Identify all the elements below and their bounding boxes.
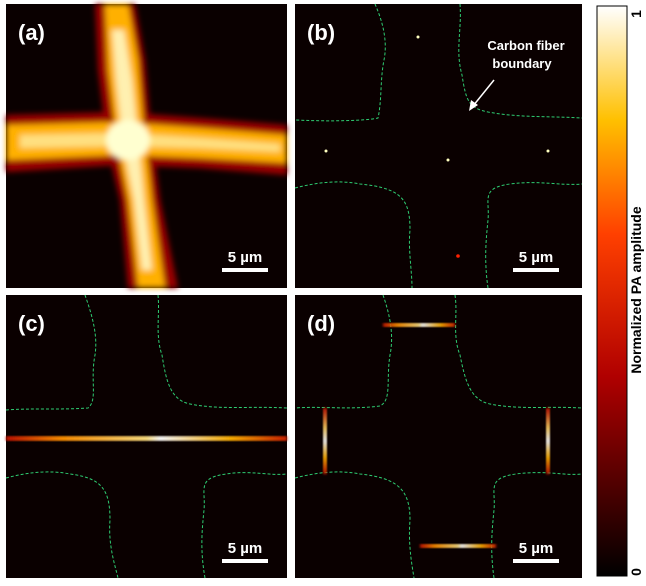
panel-b-point-sources <box>324 35 550 258</box>
colorbar-gradient <box>596 5 628 577</box>
panel-b-annotation-line2: boundary <box>492 56 552 71</box>
panel-c-horizontal-line-source <box>6 436 287 441</box>
point-source <box>446 158 450 162</box>
colorbar-max-label: 1 <box>628 10 644 18</box>
panel-c: (c) 5 µm <box>5 294 288 579</box>
point-source <box>416 35 420 39</box>
annotation-arrow-head <box>469 100 478 111</box>
panel-c-boundary <box>5 294 288 579</box>
annotation-arrow-line <box>472 79 495 107</box>
point-source <box>324 149 328 153</box>
colorbar: 1 0 Normalized PA amplitude <box>596 5 644 577</box>
panel-d-background <box>295 295 582 578</box>
panel-a-cross-image <box>6 4 287 288</box>
panel-d-line-source-left <box>323 408 327 474</box>
panel-d-line-source-top <box>383 323 455 327</box>
panel-c-label: (c) <box>18 311 45 336</box>
panel-b-scalebar <box>513 268 559 272</box>
panel-a-scalebar-label: 5 µm <box>228 249 263 266</box>
panel-c-scalebar <box>222 559 268 563</box>
panel-c-scalebar-label: 5 µm <box>228 540 263 557</box>
colorbar-min-label: 0 <box>628 568 644 576</box>
panel-a-label: (a) <box>18 20 45 45</box>
colorbar-title: Normalized PA amplitude <box>628 206 644 373</box>
panel-d: (d) 5 µm <box>294 294 583 579</box>
point-source <box>456 254 460 258</box>
panel-b-background <box>295 4 582 288</box>
panel-a: (a) 5 µm <box>6 4 287 288</box>
panel-b: Carbon fiber boundary (b) 5 µm <box>294 3 583 289</box>
panel-d-line-source-bottom <box>420 544 496 548</box>
panel-a-scalebar <box>222 268 268 272</box>
panel-d-line-source-right <box>546 408 550 474</box>
point-source <box>546 149 550 153</box>
panel-b-annotation-line1: Carbon fiber <box>487 38 564 53</box>
panel-d-scalebar <box>513 559 559 563</box>
panel-d-boundary <box>294 294 583 579</box>
panel-b-scalebar-label: 5 µm <box>519 249 554 266</box>
panel-d-scalebar-label: 5 µm <box>519 540 554 557</box>
panel-b-label: (b) <box>307 20 335 45</box>
panel-d-label: (d) <box>307 311 335 336</box>
